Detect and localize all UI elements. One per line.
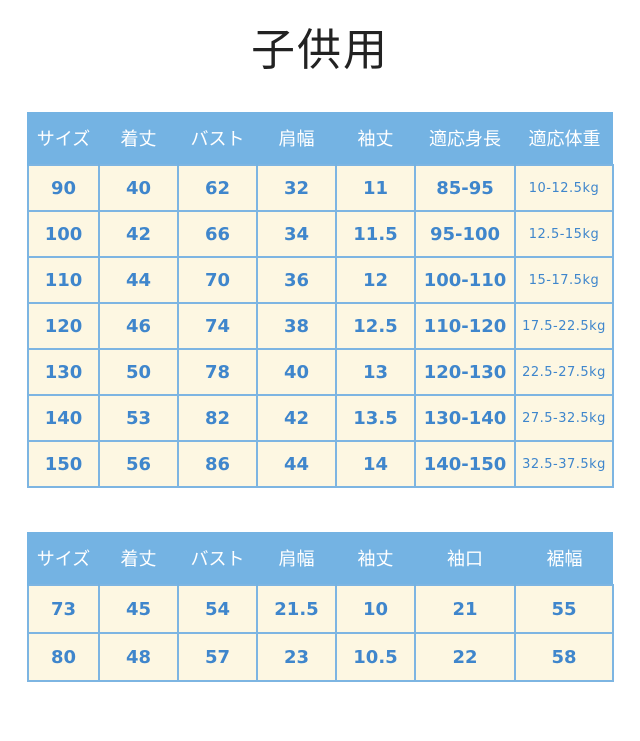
cell: 10.5 (335, 632, 416, 682)
cell: 22.5-27.5kg (514, 348, 614, 396)
cell: 70 (177, 256, 258, 304)
cell: 45 (98, 584, 179, 634)
cell: 130 (27, 348, 100, 396)
cell: 42 (256, 394, 337, 442)
header-cell: 袖丈 (335, 532, 415, 585)
cell: 22 (414, 632, 516, 682)
cell: 150 (27, 440, 100, 488)
cell: 46 (98, 302, 179, 350)
cell: 40 (98, 164, 179, 212)
cell: 38 (256, 302, 337, 350)
cell: 85-95 (414, 164, 516, 212)
row: 110 44 70 36 12 100-110 15-17.5kg (27, 256, 614, 304)
cell: 10 (335, 584, 416, 634)
cell: 15-17.5kg (514, 256, 614, 304)
row: 150 56 86 44 14 140-150 32.5-37.5kg (27, 440, 614, 488)
header-cell: サイズ (27, 112, 99, 165)
size-table: サイズ 着丈 バスト 肩幅 袖丈 袖口 裾幅 73 45 54 21.5 10 21 55 80 48 57 23… (27, 532, 614, 682)
cell: 80 (27, 632, 100, 682)
header-cell: 裾幅 (514, 532, 613, 585)
header-cell: 適応体重 (514, 112, 613, 165)
cell: 78 (177, 348, 258, 396)
cell: 17.5-22.5kg (514, 302, 614, 350)
cell: 82 (177, 394, 258, 442)
cell: 54 (177, 584, 258, 634)
cell: 100-110 (414, 256, 516, 304)
header-cell: 適応身長 (414, 112, 515, 165)
row: 90 40 62 32 11 85-95 10-12.5kg (27, 164, 614, 212)
cell: 53 (98, 394, 179, 442)
cell: 42 (98, 210, 179, 258)
cell: 27.5-32.5kg (514, 394, 614, 442)
cell: 12.5-15kg (514, 210, 614, 258)
cell: 130-140 (414, 394, 516, 442)
cell: 120 (27, 302, 100, 350)
cell: 11 (335, 164, 416, 212)
header-cell: 肩幅 (256, 112, 336, 165)
cell: 21.5 (256, 584, 337, 634)
cell: 44 (98, 256, 179, 304)
cell: 73 (27, 584, 100, 634)
cell: 13 (335, 348, 416, 396)
row: 100 42 66 34 11.5 95-100 12.5-15kg (27, 210, 614, 258)
cell: 100 (27, 210, 100, 258)
cell: 120-130 (414, 348, 516, 396)
cell: 57 (177, 632, 258, 682)
cell: 95-100 (414, 210, 516, 258)
cell: 32.5-37.5kg (514, 440, 614, 488)
cell: 110 (27, 256, 100, 304)
cell: 62 (177, 164, 258, 212)
cell: 110-120 (414, 302, 516, 350)
cell: 21 (414, 584, 516, 634)
cell: 74 (177, 302, 258, 350)
cell: 36 (256, 256, 337, 304)
header-cell: 袖丈 (335, 112, 415, 165)
cell: 66 (177, 210, 258, 258)
cell: 90 (27, 164, 100, 212)
cell: 11.5 (335, 210, 416, 258)
cell: 50 (98, 348, 179, 396)
header-cell: 肩幅 (256, 532, 336, 585)
header-cell: 着丈 (98, 532, 178, 585)
cell: 12 (335, 256, 416, 304)
cell: 58 (514, 632, 614, 682)
header-row: サイズ 着丈 バスト 肩幅 袖丈 袖口 裾幅 (27, 532, 613, 585)
cell: 56 (98, 440, 179, 488)
row: 80 48 57 23 10.5 22 58 (27, 632, 614, 682)
row: 130 50 78 40 13 120-130 22.5-27.5kg (27, 348, 614, 396)
cell: 48 (98, 632, 179, 682)
cell: 44 (256, 440, 337, 488)
header-cell: バスト (177, 532, 257, 585)
header-cell: 着丈 (98, 112, 178, 165)
cell: 13.5 (335, 394, 416, 442)
cell: 34 (256, 210, 337, 258)
cell: 32 (256, 164, 337, 212)
row: 120 46 74 38 12.5 110-120 17.5-22.5kg (27, 302, 614, 350)
cell: 140 (27, 394, 100, 442)
row: 73 45 54 21.5 10 21 55 (27, 584, 614, 634)
header-cell: 袖口 (414, 532, 515, 585)
cell: 40 (256, 348, 337, 396)
title: 子供用 (251, 25, 389, 76)
size-table: サイズ 着丈 バスト 肩幅 袖丈 適応身長 適応体重 90 40 62 32 11 85-95 10-12… (27, 112, 614, 488)
cell: 14 (335, 440, 416, 488)
cell: 23 (256, 632, 337, 682)
header-cell: サイズ (27, 532, 99, 585)
cell: 86 (177, 440, 258, 488)
cell: 55 (514, 584, 614, 634)
header-cell: バスト (177, 112, 257, 165)
cell: 10-12.5kg (514, 164, 614, 212)
row: 140 53 82 42 13.5 130-140 27.5-32.5kg (27, 394, 614, 442)
cell: 12.5 (335, 302, 416, 350)
header-row: サイズ 着丈 バスト 肩幅 袖丈 適応身長 適応体重 (27, 112, 613, 165)
cell: 140-150 (414, 440, 516, 488)
